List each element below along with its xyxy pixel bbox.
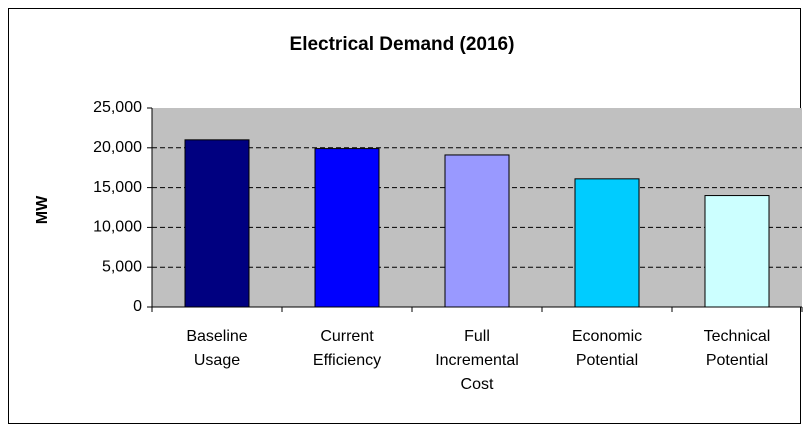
chart-title: Electrical Demand (2016) bbox=[290, 34, 515, 55]
bar bbox=[444, 154, 510, 308]
x-tick-label: Baseline Usage bbox=[186, 328, 248, 369]
bar bbox=[184, 139, 250, 308]
x-tick-label: Current Efficiency bbox=[312, 328, 382, 369]
bar bbox=[704, 195, 770, 308]
bar bbox=[574, 178, 640, 308]
bar bbox=[314, 148, 380, 308]
x-tick-label: Full Incremental Cost bbox=[435, 328, 519, 393]
x-tick-label: Technical Potential bbox=[703, 328, 771, 369]
y-tick-label: 10,000 bbox=[93, 219, 142, 236]
y-tick-label: 25,000 bbox=[93, 99, 142, 116]
y-tick-label: 15,000 bbox=[93, 179, 142, 196]
y-tick-label: 0 bbox=[133, 298, 142, 315]
x-tick-label: Economic Potential bbox=[571, 328, 643, 369]
y-tick-label: 5,000 bbox=[102, 258, 142, 275]
y-tick-label: 20,000 bbox=[93, 139, 142, 156]
y-axis-label: MW bbox=[34, 195, 51, 224]
